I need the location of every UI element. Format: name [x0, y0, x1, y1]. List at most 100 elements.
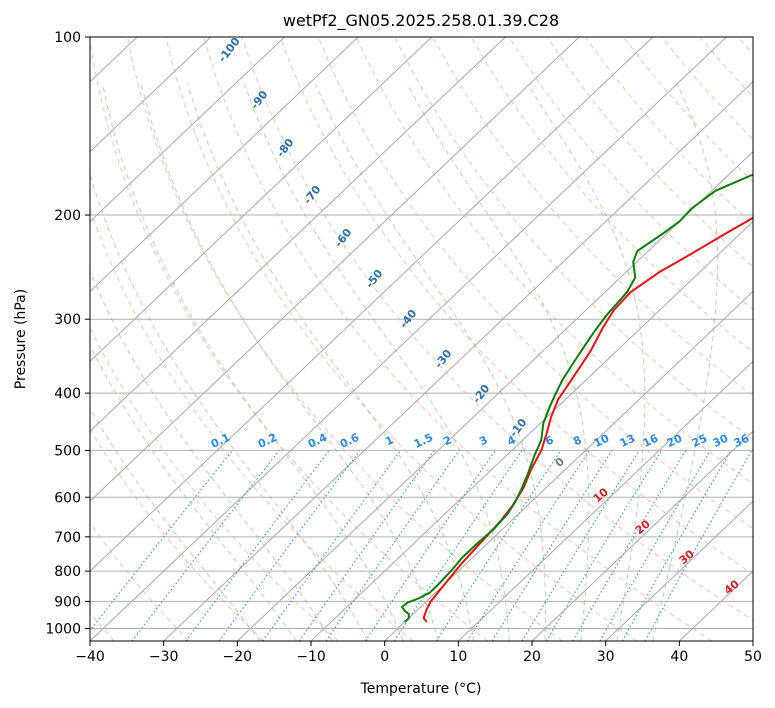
isotherm-line — [236, 150, 753, 641]
mixing-ratio-label: 30 — [711, 432, 731, 450]
dry-adiabat-line — [90, 428, 264, 641]
dry-adiabat-line — [394, 37, 753, 441]
isotherm-line — [0, 37, 63, 641]
isotherm-line — [384, 290, 753, 641]
mixing-ratio-label: 0.6 — [338, 431, 361, 451]
isotherm-line — [90, 37, 212, 153]
mixing-ratio-label: 1.5 — [412, 431, 435, 451]
moist-adiabat-line — [90, 344, 297, 641]
dry-adiabat-label: -100 — [216, 35, 243, 65]
plot-frame — [89, 36, 754, 642]
dry-adiabat-line — [317, 37, 753, 530]
x-tick-label: −30 — [149, 649, 179, 665]
isotherm-line — [752, 640, 753, 641]
mixing-ratio-label: 10 — [592, 432, 612, 450]
dry-adiabat-line — [623, 37, 753, 183]
isotherm-line — [90, 37, 433, 363]
moist-adiabat-label: 30 — [677, 547, 697, 567]
dry-adiabat-line — [90, 38, 488, 641]
y-tick-label: 800 — [54, 564, 81, 580]
mixing-ratio-line — [185, 450, 330, 641]
isotherm-line — [163, 81, 753, 641]
mixing-ratio-label: 1 — [383, 433, 395, 448]
mixing-ratio-label: 0.2 — [256, 431, 279, 451]
mixing-ratio-line — [131, 450, 280, 641]
y-tick-label: 600 — [54, 490, 81, 506]
y-tick-label: 700 — [54, 530, 81, 546]
x-tick-label: 30 — [597, 649, 615, 665]
dry-adiabat-line — [432, 37, 753, 397]
moist-adiabat-label: 40 — [722, 577, 742, 597]
dry-adiabat-label: -30 — [432, 347, 455, 371]
moist-adiabat-line — [652, 83, 719, 641]
series-lines — [401, 173, 753, 623]
x-tick-label: 40 — [670, 649, 688, 665]
dry-adiabat-label: -60 — [332, 226, 355, 250]
dry-adiabat-line — [90, 208, 414, 641]
x-tick-label: −10 — [296, 649, 326, 665]
isotherm-line — [678, 570, 753, 641]
dry-adiabat-line — [355, 37, 753, 485]
dry-adiabat-line — [737, 37, 753, 55]
mixing-ratio-line — [218, 450, 361, 641]
moist-adiabat-line — [90, 407, 261, 641]
x-tick-label: 0 — [380, 649, 389, 665]
y-tick-label: 200 — [54, 208, 81, 224]
y-tick-label: 500 — [54, 443, 81, 459]
y-tick-label: 900 — [54, 594, 81, 610]
mixing-ratio-line — [325, 450, 460, 641]
dry-adiabat-label: -90 — [248, 88, 271, 112]
dry-adiabat-line — [90, 326, 339, 641]
mixing-ratio-line — [644, 450, 753, 641]
dry-adiabat-line — [203, 37, 712, 641]
moist-adiabat-line — [314, 83, 546, 641]
moist-adiabat-line — [243, 83, 510, 641]
mixing-ratio-label: 36 — [732, 432, 752, 450]
mixing-ratio-line — [491, 450, 613, 641]
isotherm-line — [90, 37, 506, 432]
dewpoint-profile — [401, 173, 753, 623]
dry-adiabat-line — [584, 37, 753, 225]
moist-adiabat-line — [102, 83, 404, 641]
mixing-ratio-label: 25 — [690, 432, 709, 450]
mixing-ratio-label: 6 — [543, 433, 556, 448]
dry-adiabat-line — [241, 37, 753, 621]
background-lines — [0, 37, 753, 641]
x-tick-label: 20 — [523, 649, 541, 665]
mixing-ratio-line — [262, 450, 402, 641]
mixing-ratio-label: 0.4 — [306, 431, 329, 451]
x-tick-label: 50 — [744, 649, 762, 665]
isotherm-line — [531, 430, 753, 641]
mixing-ratio-line — [599, 450, 711, 641]
dry-adiabat-line — [90, 522, 190, 641]
isotherm-line — [90, 37, 580, 502]
mixing-ratio-line — [364, 450, 496, 641]
y-axis-label: Pressure (hPa) — [13, 289, 29, 389]
moist-adiabat-line — [527, 83, 646, 641]
x-tick-label: 10 — [449, 649, 467, 665]
isotherm-line — [310, 220, 753, 641]
mixing-ratio-label: 8 — [571, 433, 583, 448]
axes: −40 −30 −20 −10 0 10 20 30 40 5010009008007006005… — [45, 30, 762, 665]
chart-title: wetPf2_GN05.2025.258.01.39.C28 — [283, 11, 559, 31]
mixing-ratio-line — [435, 450, 562, 641]
x-tick-label: −40 — [75, 649, 105, 665]
isotherm-line — [90, 37, 285, 223]
x-tick-label: −20 — [223, 649, 253, 665]
line-labels: -100-90-80-70-60-50-40-30-20-100.1 0.2 0.4… — [209, 35, 752, 597]
dry-adiabat-line — [165, 37, 638, 641]
dry-adiabat-line — [508, 37, 753, 311]
moist-adiabat-label: 0 — [553, 455, 567, 470]
mixing-ratio-line — [521, 450, 640, 641]
isotherm-line — [90, 37, 654, 572]
dry-adiabat-line — [699, 37, 753, 98]
moist-adiabat-label: 10 — [591, 485, 611, 505]
dry-adiabat-label: -50 — [363, 267, 386, 291]
dry-adiabat-label: -80 — [274, 136, 297, 160]
y-tick-label: 100 — [54, 30, 81, 46]
mixing-ratio-line — [298, 450, 435, 641]
mixing-ratio-label: 20 — [665, 432, 685, 450]
mixing-ratio-line — [393, 450, 523, 641]
isotherm-line — [457, 360, 753, 641]
